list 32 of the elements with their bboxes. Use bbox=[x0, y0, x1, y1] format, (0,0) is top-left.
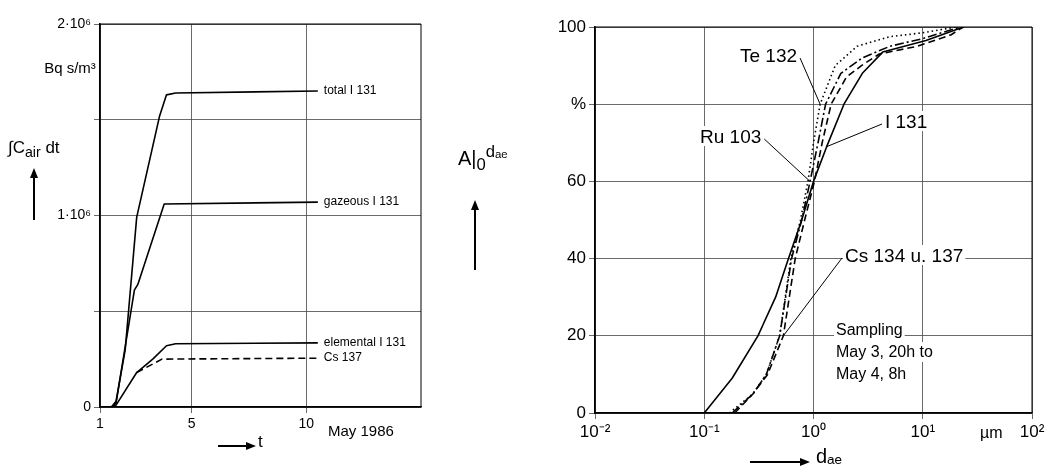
y-tick-label: 2·10⁶ bbox=[57, 14, 91, 31]
x-tick-label: 10² bbox=[1019, 421, 1045, 441]
y-tick-label: 0 bbox=[83, 397, 92, 414]
x-axis-title: dₐₑ bbox=[816, 445, 842, 468]
text: I 131 bbox=[885, 111, 928, 132]
text: Ru 103 bbox=[700, 126, 762, 147]
x-tick-label: 1 bbox=[96, 415, 105, 432]
y-tick-label: 100 bbox=[557, 16, 586, 36]
y-tick-label: 40 bbox=[567, 248, 586, 268]
text: µm bbox=[980, 424, 1003, 441]
series-label: total I 131 bbox=[323, 83, 377, 98]
x-tick-label: 10 bbox=[298, 415, 315, 432]
y-tick-label: 0 bbox=[576, 402, 586, 422]
text: Bq s/m³ bbox=[44, 59, 96, 76]
series-label: Te 132 bbox=[740, 45, 798, 66]
text: May 1986 bbox=[328, 422, 394, 439]
x-tick-label: 5 bbox=[187, 415, 196, 432]
x-tick-label: 10⁻¹ bbox=[688, 421, 720, 441]
y-tick-label: % bbox=[570, 93, 586, 113]
y-tick-label: 20 bbox=[567, 325, 586, 345]
series-label: Cs 137 bbox=[323, 350, 363, 365]
series-label: elemental I 131 bbox=[323, 335, 407, 350]
y-tick-label: 1·10⁶ bbox=[57, 206, 91, 223]
x-axis-title: t bbox=[258, 432, 263, 452]
annotation: Sampling May 3, 20h to May 4, 8h bbox=[836, 321, 934, 382]
y-tick-label: 60 bbox=[567, 171, 586, 191]
x-tick-label: 10⁰ bbox=[801, 421, 826, 441]
text: Cs 134 u. 137 bbox=[845, 245, 964, 266]
y-axis-title: ∫C$_{air}$ dt bbox=[8, 138, 60, 161]
x-tick-label: 10⁻² bbox=[579, 421, 611, 441]
series-label: gazeous I 131 bbox=[323, 194, 400, 209]
x-tick-label: 10¹ bbox=[910, 421, 936, 441]
